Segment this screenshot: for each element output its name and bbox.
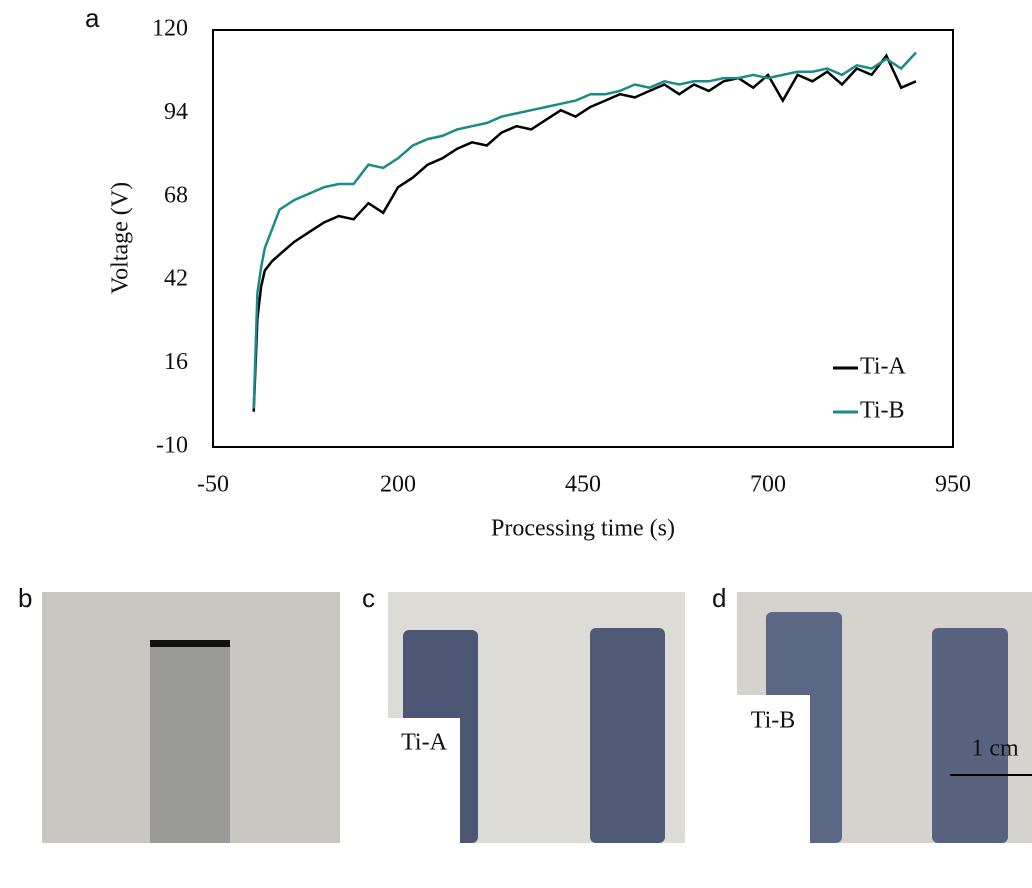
label-box — [388, 718, 460, 843]
legend-label: Ti-B — [860, 398, 904, 424]
strip-edge — [150, 640, 230, 647]
panel-label: a — [85, 3, 100, 33]
series-line — [252, 51, 917, 409]
x-tick-label: 700 — [750, 472, 786, 498]
y-tick-label: 94 — [164, 99, 188, 125]
y-tick-label: 68 — [164, 182, 188, 208]
x-tick-label: 950 — [935, 472, 971, 498]
scale-label: 1 cm — [971, 736, 1019, 762]
photo-label: Ti-A — [401, 730, 447, 756]
label-box — [737, 695, 810, 843]
coated-strip — [932, 628, 1008, 843]
x-tick-label: 450 — [565, 472, 601, 498]
series-line — [252, 53, 917, 412]
panel-label: c — [362, 583, 375, 613]
y-tick-label: 42 — [164, 266, 188, 292]
y-axis-title: Voltage (V) — [108, 182, 134, 294]
metal-strip — [150, 640, 230, 843]
photo-label: Ti-B — [751, 708, 795, 734]
plot-frame — [212, 29, 954, 448]
y-tick-label: 120 — [152, 16, 188, 42]
x-tick-label: 200 — [380, 472, 416, 498]
x-axis-title: Processing time (s) — [491, 516, 675, 542]
coated-strip — [590, 628, 665, 843]
y-tick-label: -10 — [156, 433, 188, 459]
x-tick-label: -50 — [197, 472, 229, 498]
y-tick-label: 16 — [164, 349, 188, 375]
panel-label: b — [18, 583, 32, 613]
panel-label: d — [712, 583, 726, 613]
legend-label: Ti-A — [860, 354, 906, 380]
